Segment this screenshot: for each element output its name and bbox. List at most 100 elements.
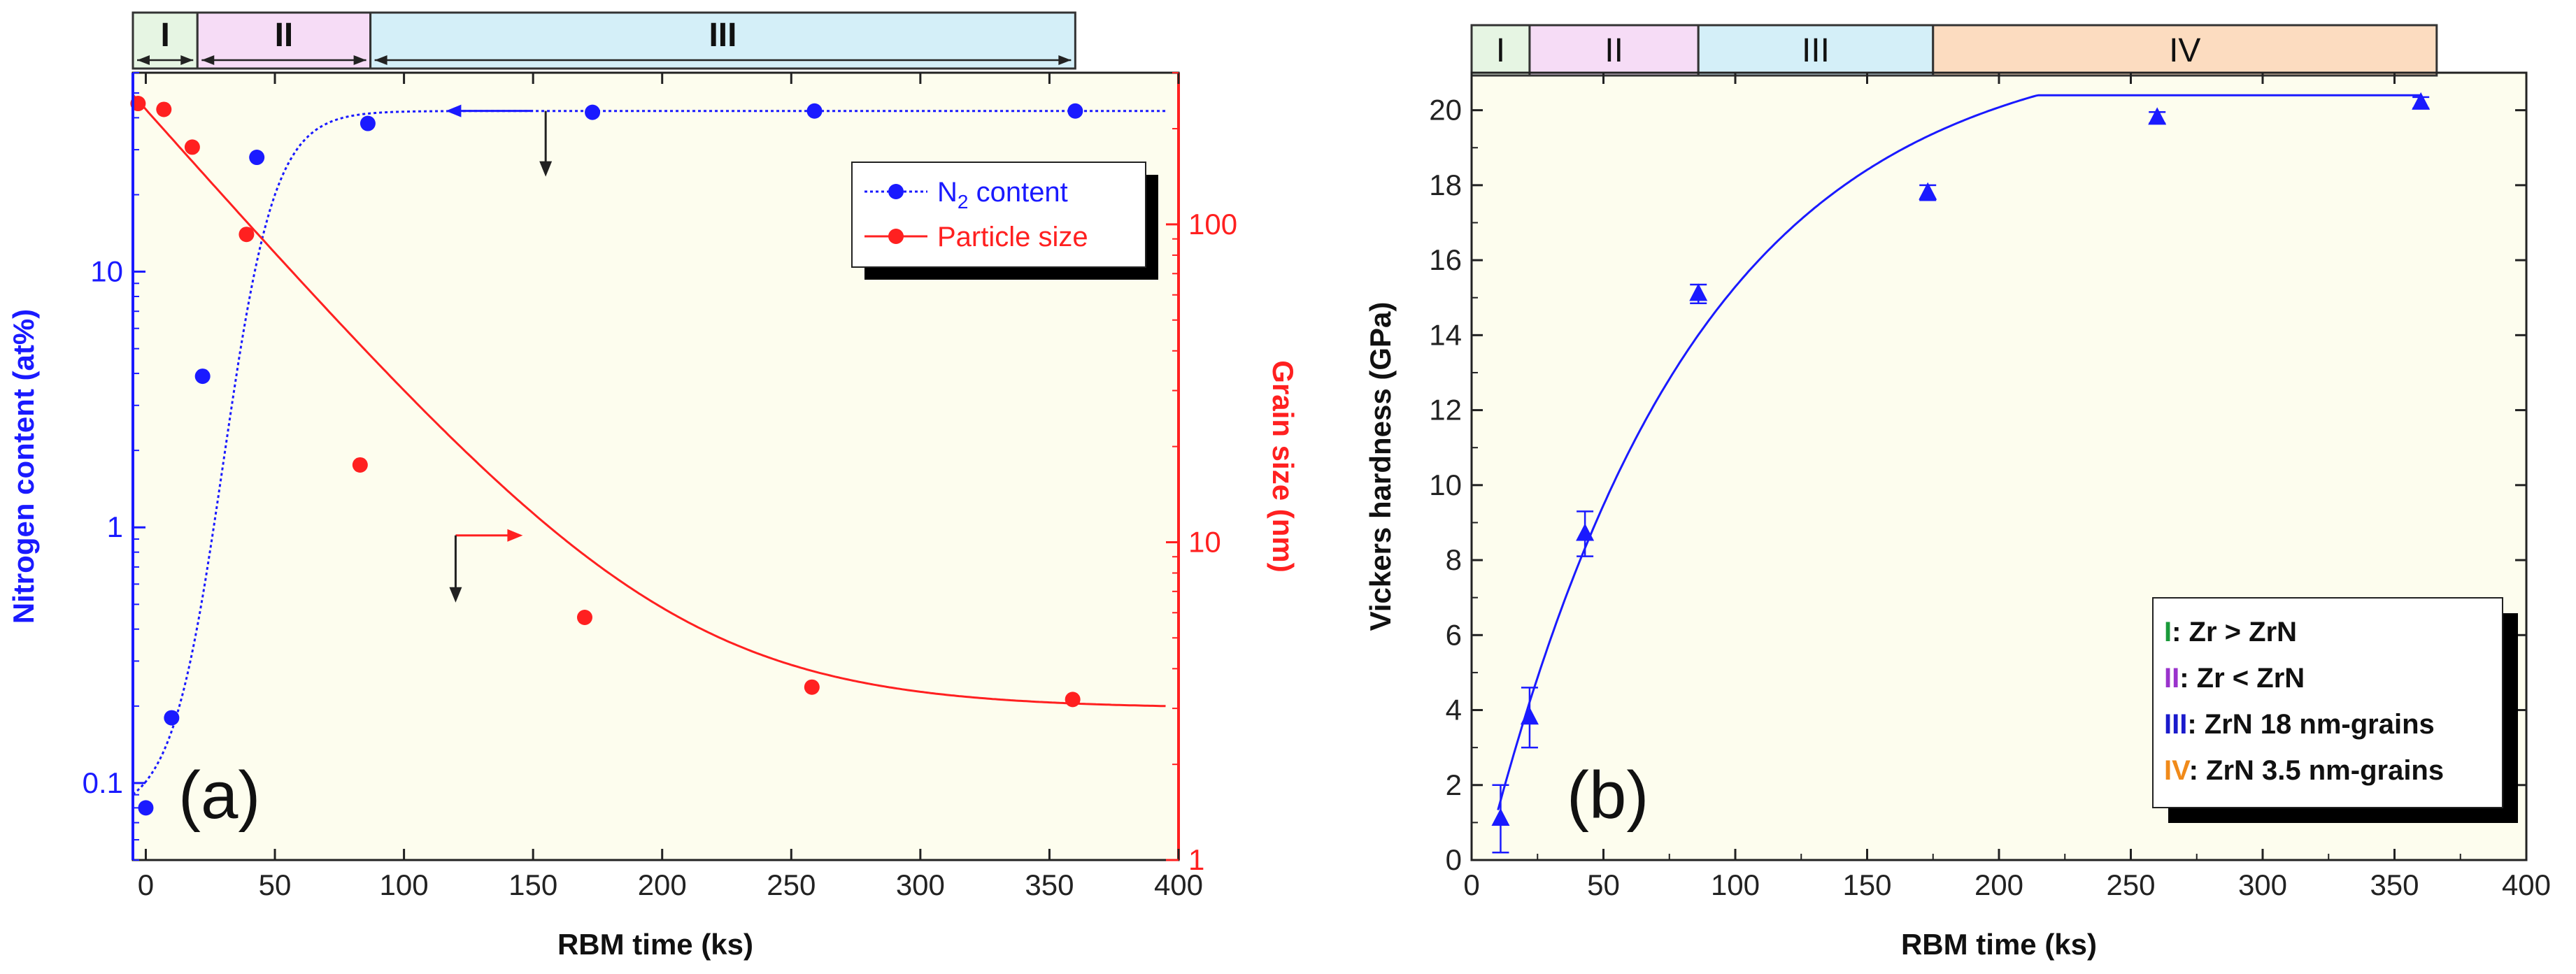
stage-label-III: III	[1802, 32, 1830, 69]
y2-tick-label-a: 100	[1188, 208, 1237, 241]
n2-point	[585, 104, 601, 120]
stage-arrowhead-I	[137, 55, 194, 65]
n2-point	[1067, 103, 1083, 119]
x-tick-label-a: 150	[508, 868, 557, 901]
panel-b: I II III IV 0 50 100 150 200 250 300 350 4000246810…	[1364, 24, 2551, 961]
x-tick-label-b: 100	[1711, 868, 1760, 901]
hardness-point	[2412, 92, 2431, 110]
y-tick-label-a: 10	[90, 255, 123, 288]
legend-n2-marker	[888, 184, 904, 199]
panel-label-a: (a)	[178, 758, 260, 833]
hardness-point	[2148, 107, 2167, 125]
stage-band-I	[1470, 24, 1531, 77]
y-tick-label-b: 8	[1446, 543, 1462, 576]
hardness-point	[1689, 283, 1708, 301]
axis-indicator-arrows	[446, 104, 553, 603]
left-axis-arrowhead	[446, 104, 462, 117]
stage-label-I: I	[160, 17, 169, 54]
stage-band-IV	[1932, 24, 2438, 77]
y-tick-label-b: 10	[1429, 468, 1462, 501]
y-tick-label-a: 1	[107, 510, 123, 543]
right-axis-arrowhead	[507, 529, 523, 542]
x-tick-label-a: 300	[896, 868, 945, 901]
legend-box-a	[851, 162, 1146, 268]
x-tick-label-a: 100	[380, 868, 429, 901]
grain-point	[352, 457, 368, 473]
panel-label-b: (b)	[1567, 758, 1649, 833]
stage-bar-a: I II III	[131, 11, 1076, 70]
x-tick-label-a: 0	[138, 868, 154, 901]
down-arrowhead	[539, 161, 553, 177]
grain-point	[239, 227, 255, 243]
x-tick-label-b: 400	[2502, 868, 2551, 901]
legend-grain-marker	[888, 229, 904, 244]
x-tick-label-b: 0	[1463, 868, 1479, 901]
x-tick-label-a: 250	[767, 868, 816, 901]
y-tick-label-b: 16	[1429, 243, 1462, 276]
y-tick-label-b: 0	[1446, 843, 1462, 876]
grain-point	[156, 101, 172, 117]
legend-item-IV: IV: ZrN 3.5 nm-grains	[2164, 755, 2444, 786]
legend-item-I: I: Zr > ZrN	[2164, 617, 2297, 647]
x-axis-label-b: RBM time (ks)	[1901, 928, 2097, 961]
x-axis-label-a: RBM time (ks)	[557, 928, 753, 961]
n2-point	[194, 368, 211, 385]
grain-point	[804, 679, 820, 695]
y-tick-label-b: 20	[1429, 94, 1462, 127]
n2-fit-curve	[132, 110, 1166, 796]
n2-point	[360, 115, 376, 131]
grain-point	[184, 139, 200, 155]
grain-point	[576, 609, 592, 625]
legend-item-III: III: ZrN 18 nm-grains	[2164, 709, 2435, 740]
y-tick-label-b: 18	[1429, 169, 1462, 201]
y2-axis-label-a: Grain size (nm)	[1267, 360, 1300, 572]
y-tick-label-b: 12	[1429, 394, 1462, 427]
legend-a: N2 content Particle size	[851, 162, 1158, 280]
x-tick-label-a: 350	[1025, 868, 1074, 901]
x-tick-label-b: 300	[2238, 868, 2287, 901]
x-tick-label-b: 150	[1842, 868, 1891, 901]
down-arrowhead	[449, 587, 462, 603]
x-tick-label-b: 350	[2370, 868, 2419, 901]
grain-fit-curve	[131, 94, 1166, 708]
stage-label-IV: IV	[2169, 32, 2200, 69]
y2-tick-label-a: 1	[1188, 843, 1204, 876]
stage-label-I: I	[1496, 32, 1505, 69]
x-tick-label-b: 50	[1587, 868, 1620, 901]
stage-band-II	[1528, 24, 1700, 77]
hardness-point	[1520, 707, 1539, 725]
x-tick-label-b: 250	[2106, 868, 2155, 901]
legend-item-II: II: Zr < ZrN	[2164, 663, 2305, 694]
hardness-point	[1576, 523, 1595, 541]
panel-a: I II III 0 50 100 150 200 250 300 350 4000.1110110…	[7, 11, 1300, 961]
n2-point	[138, 800, 154, 816]
stage-label-III: III	[709, 17, 736, 54]
stage-band-III	[1697, 24, 1935, 77]
legend-grain-label: Particle size	[937, 222, 1088, 252]
x-tick-label-b: 200	[1974, 868, 2023, 901]
stage-label-II: II	[275, 17, 294, 54]
x-tick-label-a: 200	[638, 868, 687, 901]
hardness-point	[1919, 182, 1937, 200]
stage-bar-b: I II III IV	[1470, 24, 2438, 77]
x-tick-label-a: 400	[1154, 868, 1203, 901]
y-tick-label-b: 14	[1429, 318, 1462, 351]
grain-point	[1065, 692, 1081, 708]
legend-b: I: Zr > ZrN II: Zr < ZrN III: ZrN 18 nm-gr…	[2152, 597, 2518, 823]
stage-band-III	[369, 11, 1076, 70]
y-tick-label-b: 2	[1446, 768, 1462, 801]
hardness-point	[1491, 808, 1510, 826]
n2-point	[249, 150, 265, 166]
n2-point	[806, 103, 823, 119]
hardness-fit-curve	[1497, 94, 2421, 810]
legend-n2-label: N2 content	[937, 177, 1068, 213]
y-axis-label-b: Vickers hardness (GPa)	[1364, 302, 1397, 631]
y2-tick-label-a: 10	[1188, 525, 1221, 558]
x-tick-label-a: 50	[259, 868, 292, 901]
y-axis-label-a: Nitrogen content (at%)	[7, 309, 40, 624]
legend-box-b	[2152, 597, 2503, 808]
n2-point	[164, 710, 180, 726]
y-tick-label-b: 6	[1446, 618, 1462, 651]
y-tick-label-b: 4	[1446, 694, 1462, 726]
